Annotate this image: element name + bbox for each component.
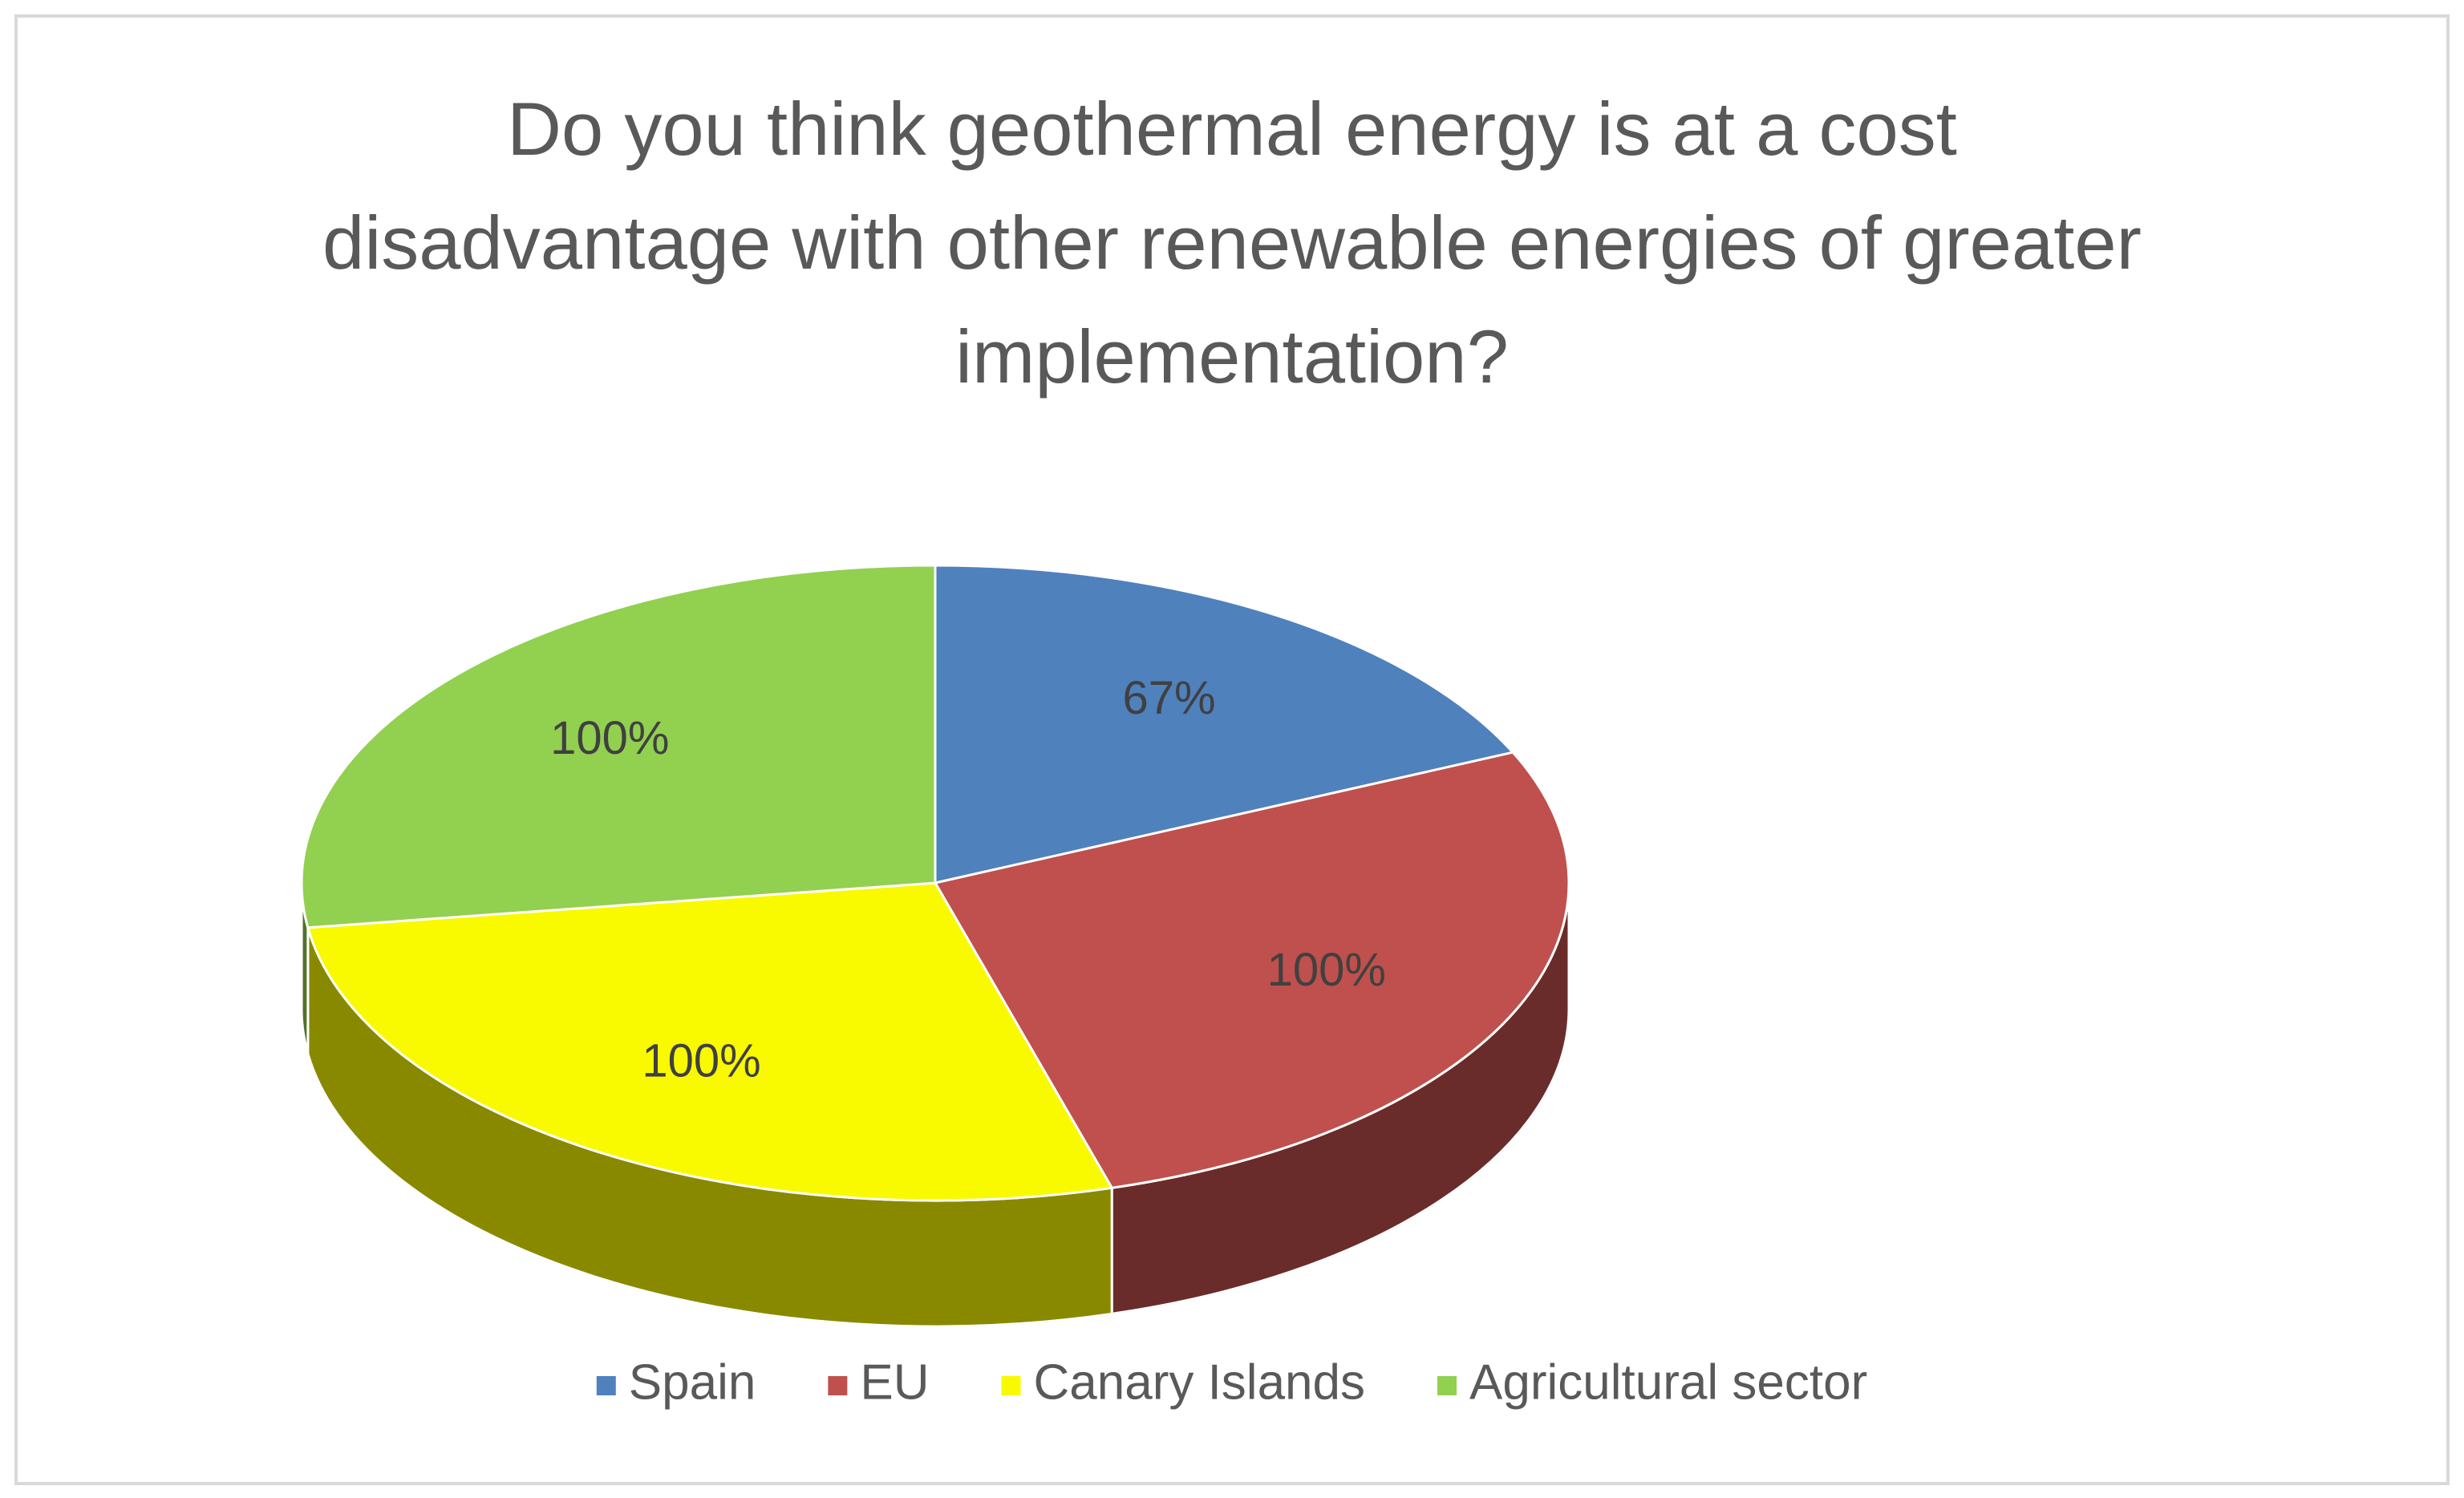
chart-title: Do you think geothermal energy is at a c… (322, 87, 2142, 399)
legend-label: Agricultural sector (1469, 1354, 1867, 1410)
legend-label: Canary Islands (1033, 1354, 1365, 1410)
data-label: 100% (550, 712, 669, 764)
legend-swatch (1437, 1376, 1457, 1395)
pie-slice (934, 564, 1515, 885)
legend-swatch (596, 1376, 616, 1395)
pie-slice (933, 751, 1570, 1189)
data-label: 100% (642, 1035, 760, 1087)
data-label: 67% (1122, 672, 1215, 724)
legend-swatch (1001, 1376, 1021, 1395)
legend-label: EU (860, 1354, 929, 1410)
pie-slice (300, 564, 937, 929)
data-label: 100% (1267, 944, 1386, 996)
legend-swatch (828, 1376, 848, 1395)
pie-slice (306, 881, 1114, 1202)
legend-label: Spain (629, 1354, 756, 1410)
